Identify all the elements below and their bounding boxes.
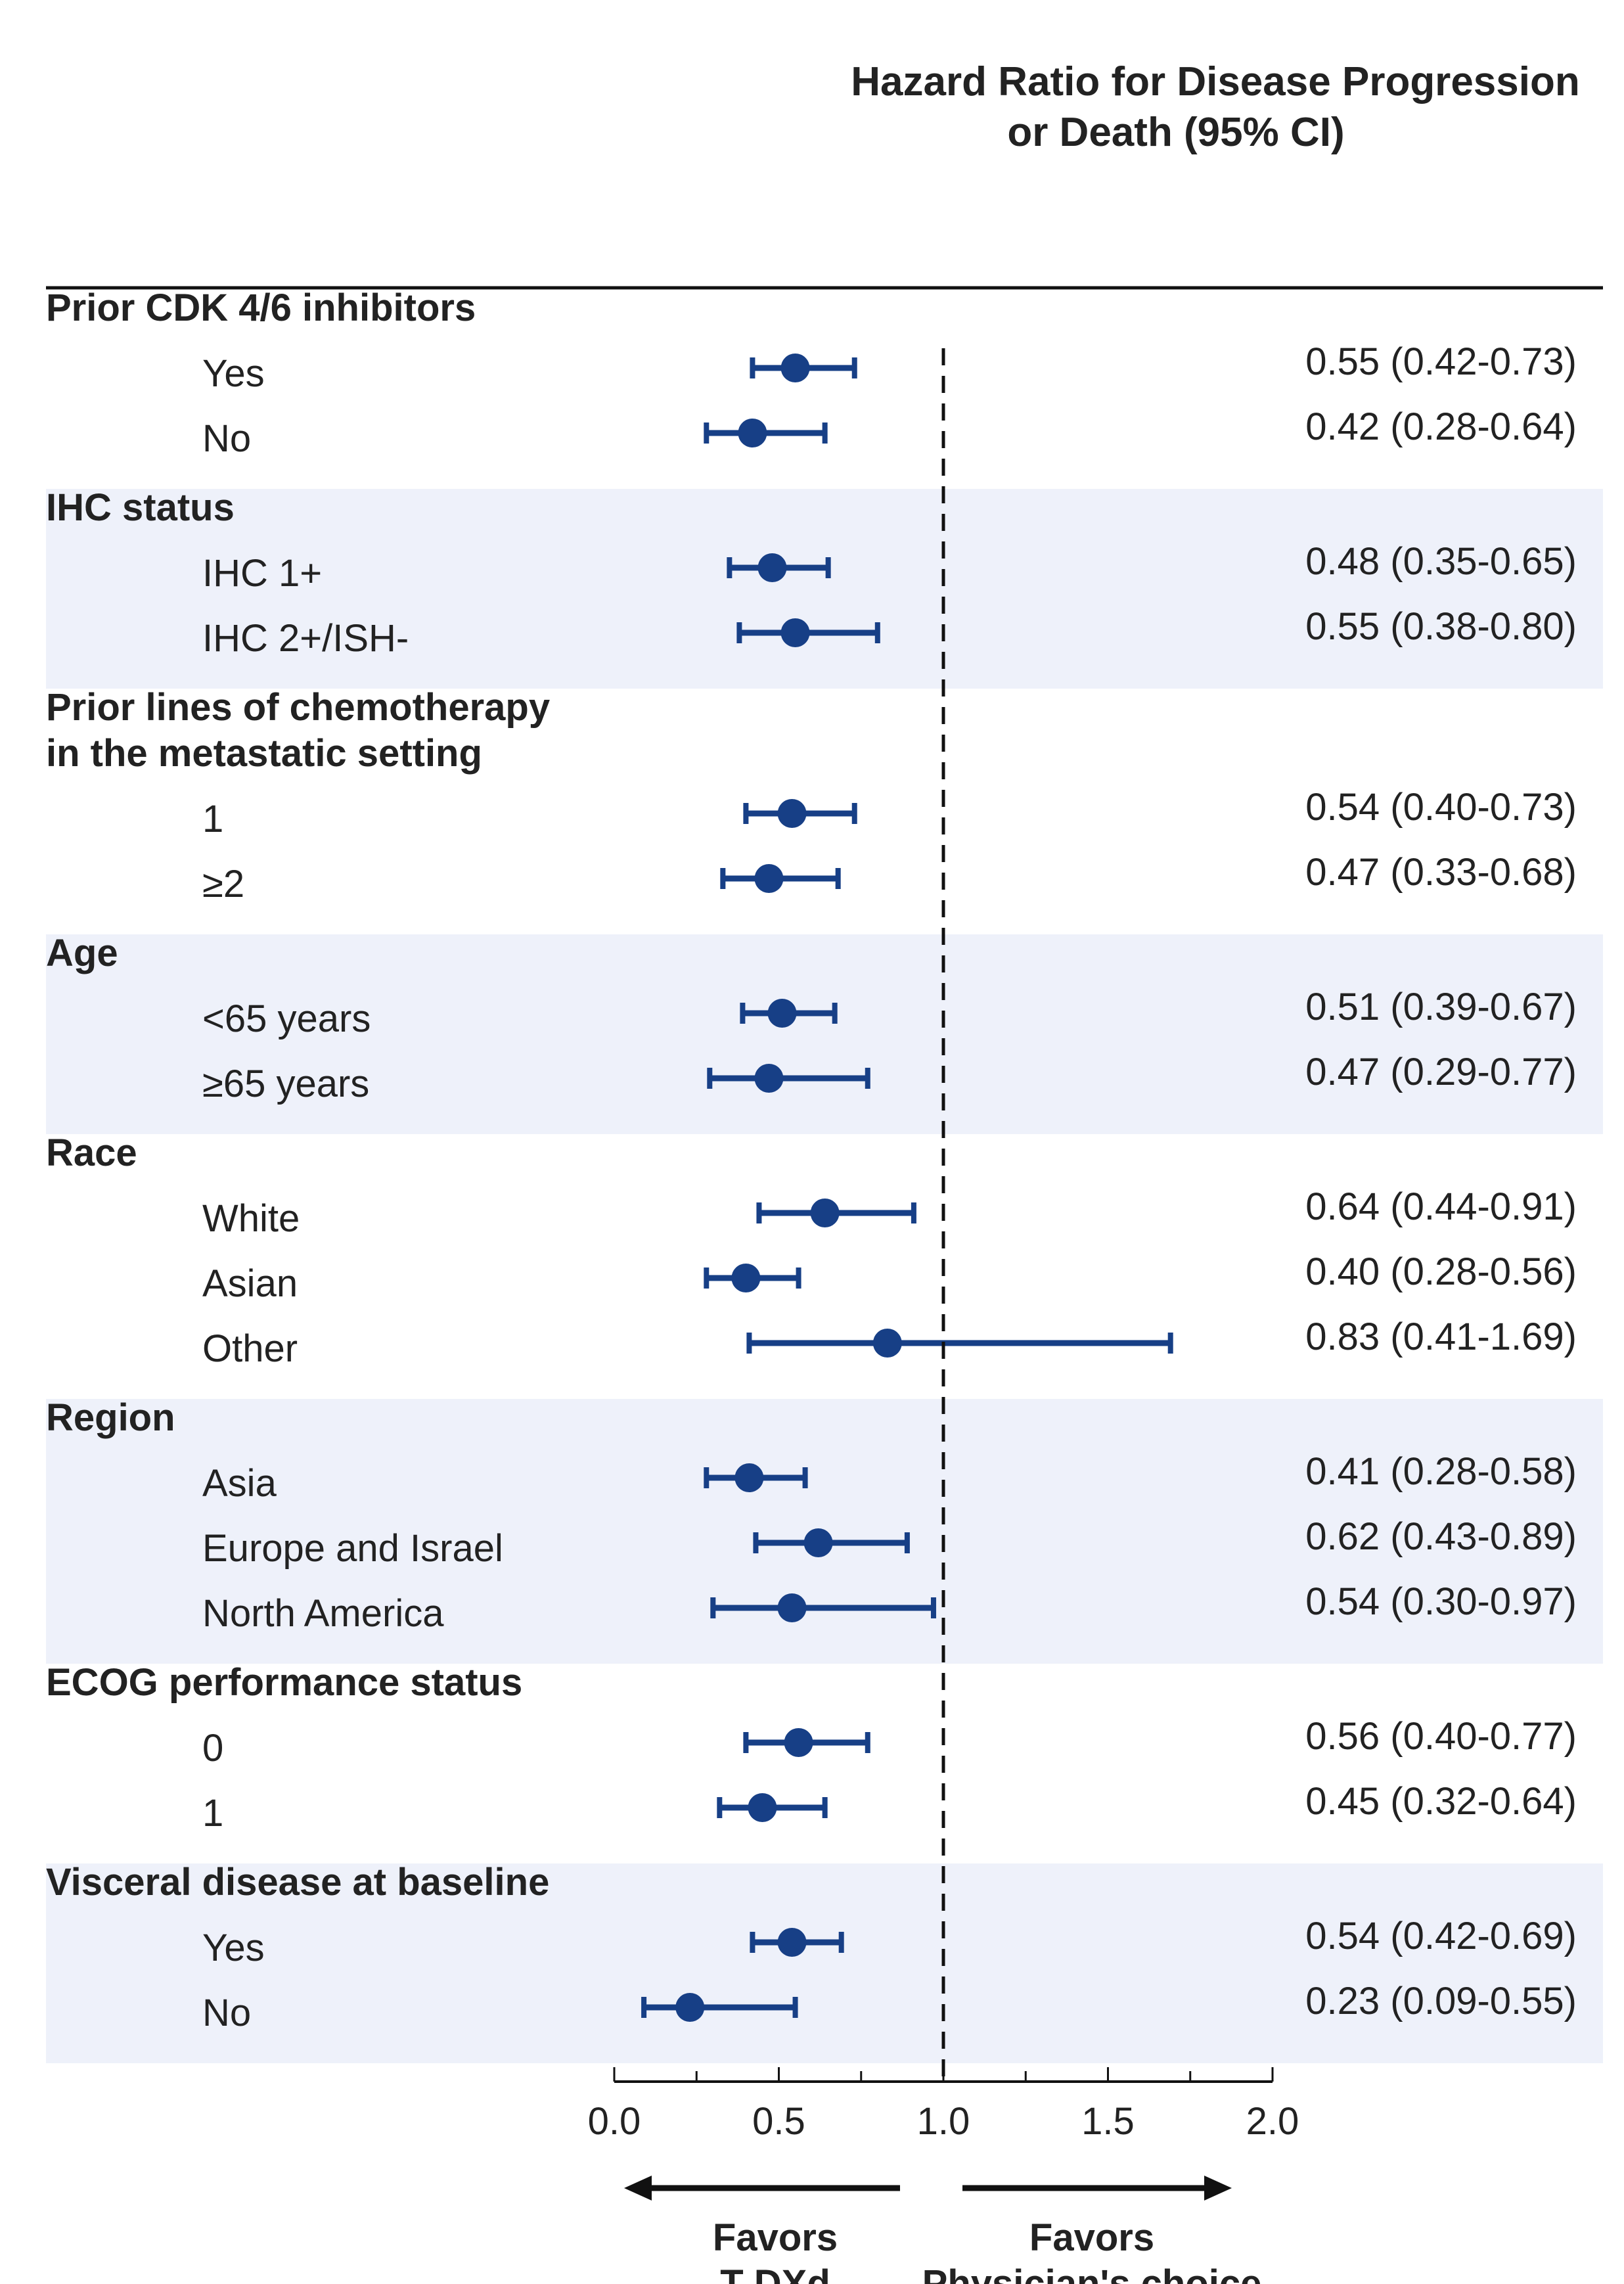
group-label: Prior CDK 4/6 inhibitors bbox=[46, 286, 476, 329]
subgroup-label: North America bbox=[202, 1592, 444, 1635]
estimate-label: 0.47 (0.33-0.68) bbox=[1305, 851, 1577, 894]
group-label: IHC status bbox=[46, 486, 235, 529]
x-tick-label: 2.0 bbox=[1246, 2100, 1299, 2143]
hr-point bbox=[767, 999, 797, 1028]
estimate-label: 0.48 (0.35-0.65) bbox=[1305, 540, 1577, 583]
chart-title-line2: or Death (95% CI) bbox=[1007, 110, 1344, 155]
hr-point bbox=[777, 1593, 807, 1622]
subgroup-label: Asia bbox=[202, 1462, 277, 1505]
subgroup-label: Yes bbox=[202, 1927, 265, 1969]
estimate-label: 0.54 (0.30-0.97) bbox=[1305, 1580, 1577, 1623]
subgroup-label: No bbox=[202, 417, 251, 460]
estimate-label: 0.83 (0.41-1.69) bbox=[1305, 1315, 1577, 1358]
chart-title-line1: Hazard Ratio for Disease Progression bbox=[851, 59, 1579, 104]
estimate-label: 0.51 (0.39-0.67) bbox=[1305, 986, 1577, 1028]
hr-point bbox=[777, 799, 807, 828]
favors-left-label: Favors bbox=[713, 2216, 838, 2259]
estimate-label: 0.55 (0.42-0.73) bbox=[1305, 340, 1577, 383]
hr-point bbox=[757, 553, 787, 582]
subgroup-label: Yes bbox=[202, 352, 265, 395]
estimate-label: 0.54 (0.40-0.73) bbox=[1305, 786, 1577, 829]
hr-point bbox=[734, 1463, 764, 1492]
hr-point bbox=[731, 1264, 761, 1292]
subgroup-label: 1 bbox=[202, 1792, 223, 1835]
subgroup-label: Asian bbox=[202, 1262, 298, 1305]
hr-point bbox=[777, 1928, 807, 1957]
favors-left-arrowhead bbox=[624, 2176, 652, 2201]
estimate-label: 0.64 (0.44-0.91) bbox=[1305, 1185, 1577, 1228]
hr-point bbox=[803, 1528, 833, 1557]
group-label: Race bbox=[46, 1131, 137, 1174]
favors-annotation: Favors T-DXd Favors Physician's choice bbox=[624, 2176, 1261, 2284]
estimate-label: 0.23 (0.09-0.55) bbox=[1305, 1980, 1577, 2022]
group-label: in the metastatic setting bbox=[46, 732, 482, 775]
group-bands bbox=[46, 489, 1603, 2063]
group-rows: Prior CDK 4/6 inhibitors Yes 0.55 (0.42-0.… bbox=[46, 286, 1577, 2034]
x-tick-label: 0.5 bbox=[752, 2100, 805, 2143]
subgroup-label: ≥65 years bbox=[202, 1062, 369, 1105]
subgroup-label: Other bbox=[202, 1327, 298, 1370]
x-axis: 0.0 0.5 1.0 1.5 2.0 bbox=[588, 2067, 1299, 2143]
x-tick-label: 0.0 bbox=[588, 2100, 641, 2143]
hr-point bbox=[784, 1728, 813, 1757]
hr-point bbox=[754, 1064, 784, 1093]
subgroup-label: Europe and Israel bbox=[202, 1527, 503, 1570]
group-label: ECOG performance status bbox=[46, 1661, 522, 1704]
hr-point bbox=[780, 618, 810, 647]
group-label: Region bbox=[46, 1396, 175, 1439]
group-label: Visceral disease at baseline bbox=[46, 1861, 549, 1904]
subgroup-label: No bbox=[202, 1992, 251, 2034]
subgroup-label: <65 years bbox=[202, 997, 371, 1040]
subgroup-label: 1 bbox=[202, 798, 223, 840]
hr-point bbox=[754, 864, 784, 893]
estimate-label: 0.54 (0.42-0.69) bbox=[1305, 1915, 1577, 1957]
hr-point bbox=[675, 1993, 705, 2022]
estimate-label: 0.42 (0.28-0.64) bbox=[1305, 405, 1577, 448]
group-label: Prior lines of chemotherapy bbox=[46, 686, 550, 729]
group-band bbox=[46, 1863, 1603, 2063]
hr-point bbox=[748, 1793, 777, 1822]
estimate-label: 0.45 (0.32-0.64) bbox=[1305, 1780, 1577, 1823]
group-band bbox=[46, 489, 1603, 689]
x-tick-label: 1.5 bbox=[1081, 2100, 1135, 2143]
estimate-label: 0.55 (0.38-0.80) bbox=[1305, 605, 1577, 648]
x-tick-label: 1.0 bbox=[917, 2100, 970, 2143]
favors-right-label: Physician's choice bbox=[922, 2262, 1262, 2284]
hr-point bbox=[780, 354, 810, 382]
subgroup-label: White bbox=[202, 1197, 300, 1240]
estimate-label: 0.62 (0.43-0.89) bbox=[1305, 1515, 1577, 1558]
hr-point bbox=[738, 419, 767, 447]
favors-right-arrowhead bbox=[1204, 2176, 1232, 2201]
group-band bbox=[46, 934, 1603, 1134]
estimate-label: 0.47 (0.29-0.77) bbox=[1305, 1051, 1577, 1093]
hr-point bbox=[872, 1329, 902, 1358]
subgroup-label: IHC 2+/ISH- bbox=[202, 617, 409, 660]
subgroup-label: IHC 1+ bbox=[202, 552, 322, 595]
subgroup-label: 0 bbox=[202, 1727, 223, 1770]
favors-right-label: Favors bbox=[1029, 2216, 1154, 2259]
subgroup-label: ≥2 bbox=[202, 863, 244, 905]
favors-left-label: T-DXd bbox=[720, 2262, 830, 2284]
group-label: Age bbox=[46, 932, 118, 974]
estimate-label: 0.56 (0.40-0.77) bbox=[1305, 1715, 1577, 1758]
estimate-label: 0.41 (0.28-0.58) bbox=[1305, 1450, 1577, 1493]
hr-point bbox=[810, 1199, 840, 1227]
estimate-label: 0.40 (0.28-0.56) bbox=[1305, 1250, 1577, 1293]
